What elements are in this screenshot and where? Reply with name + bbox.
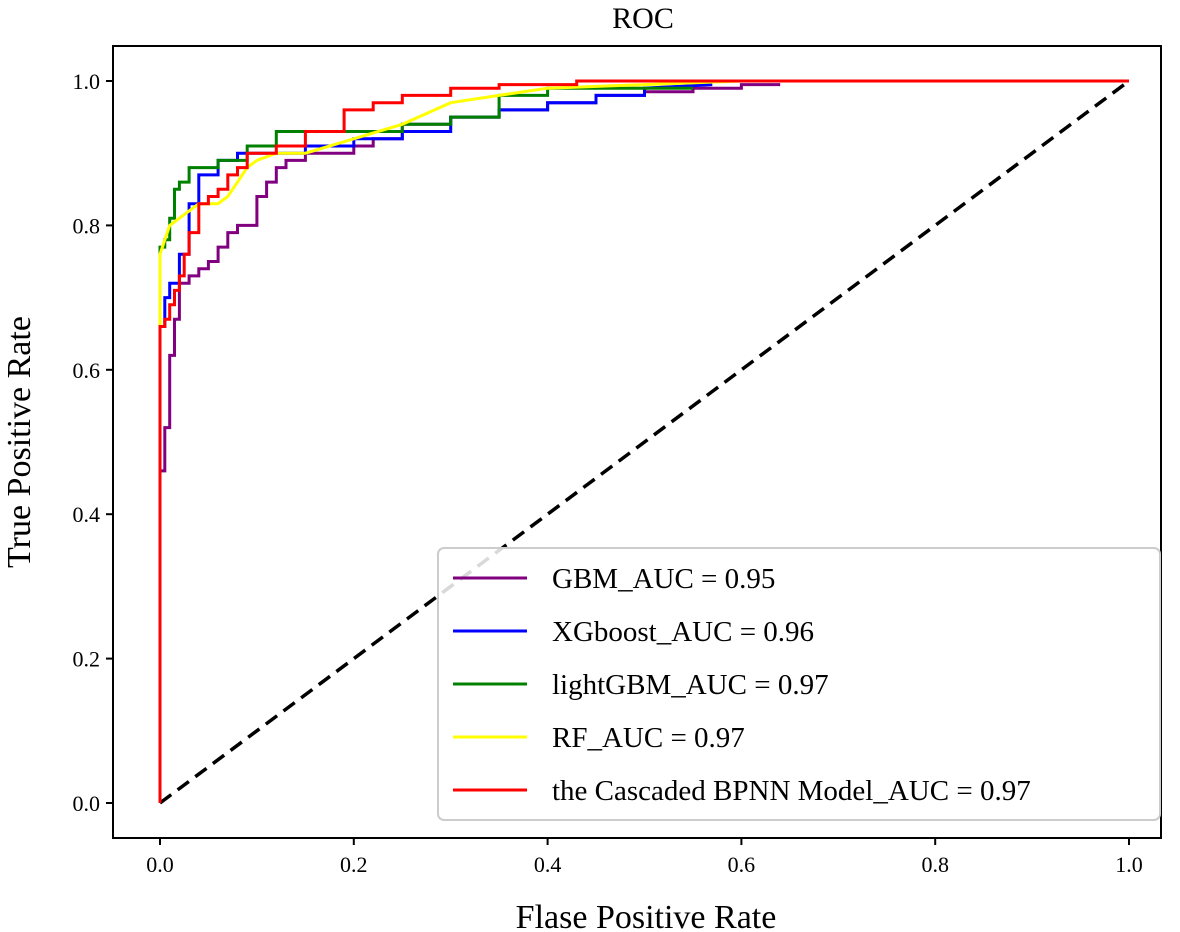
series-line-4 [158, 79, 1129, 803]
y-tick-label: 0.6 [73, 358, 101, 383]
x-tick-label: 0.6 [728, 852, 756, 877]
legend-label-3: RF_AUC = 0.97 [552, 722, 745, 754]
y-tick-label: 0.8 [73, 213, 101, 238]
legend-label-2: lightGBM_AUC = 0.97 [552, 669, 829, 701]
plot-frame [112, 45, 1162, 839]
y-tick-label: 0.4 [73, 502, 101, 527]
x-tick-label: 0.8 [921, 852, 949, 877]
y-axis-ticks: 0.0 0.2 0.4 0.6 0.8 1.0 [73, 69, 113, 816]
y-tick-label: 0.2 [73, 647, 101, 672]
x-tick-label: 0.2 [340, 852, 368, 877]
x-axis-ticks: 0.0 0.2 0.4 0.6 0.8 1.0 [146, 838, 1143, 877]
legend-label-1: XGboost_AUC = 0.96 [552, 616, 814, 648]
reference-diagonal-line [158, 79, 1131, 805]
y-axis-label: True Positive Rate [1, 316, 38, 568]
x-tick-label: 0.4 [534, 852, 562, 877]
series-line-3 [158, 79, 1129, 803]
x-tick-label: 1.0 [1115, 852, 1143, 877]
chart-title: ROC [612, 2, 674, 35]
x-axis-label: Flase Positive Rate [516, 899, 777, 932]
legend: GBM_AUC = 0.95 XGboost_AUC = 0.96 lightGBM… [437, 547, 1161, 821]
legend-box [437, 547, 1161, 821]
x-tick-label: 0.0 [146, 852, 174, 877]
y-tick-label: 0.0 [73, 791, 101, 816]
legend-label-4: the Cascaded BPNN Model_AUC = 0.97 [552, 775, 1031, 807]
plot-content [158, 79, 1131, 805]
y-tick-label: 1.0 [73, 69, 101, 94]
legend-label-0: GBM_AUC = 0.95 [552, 563, 775, 595]
